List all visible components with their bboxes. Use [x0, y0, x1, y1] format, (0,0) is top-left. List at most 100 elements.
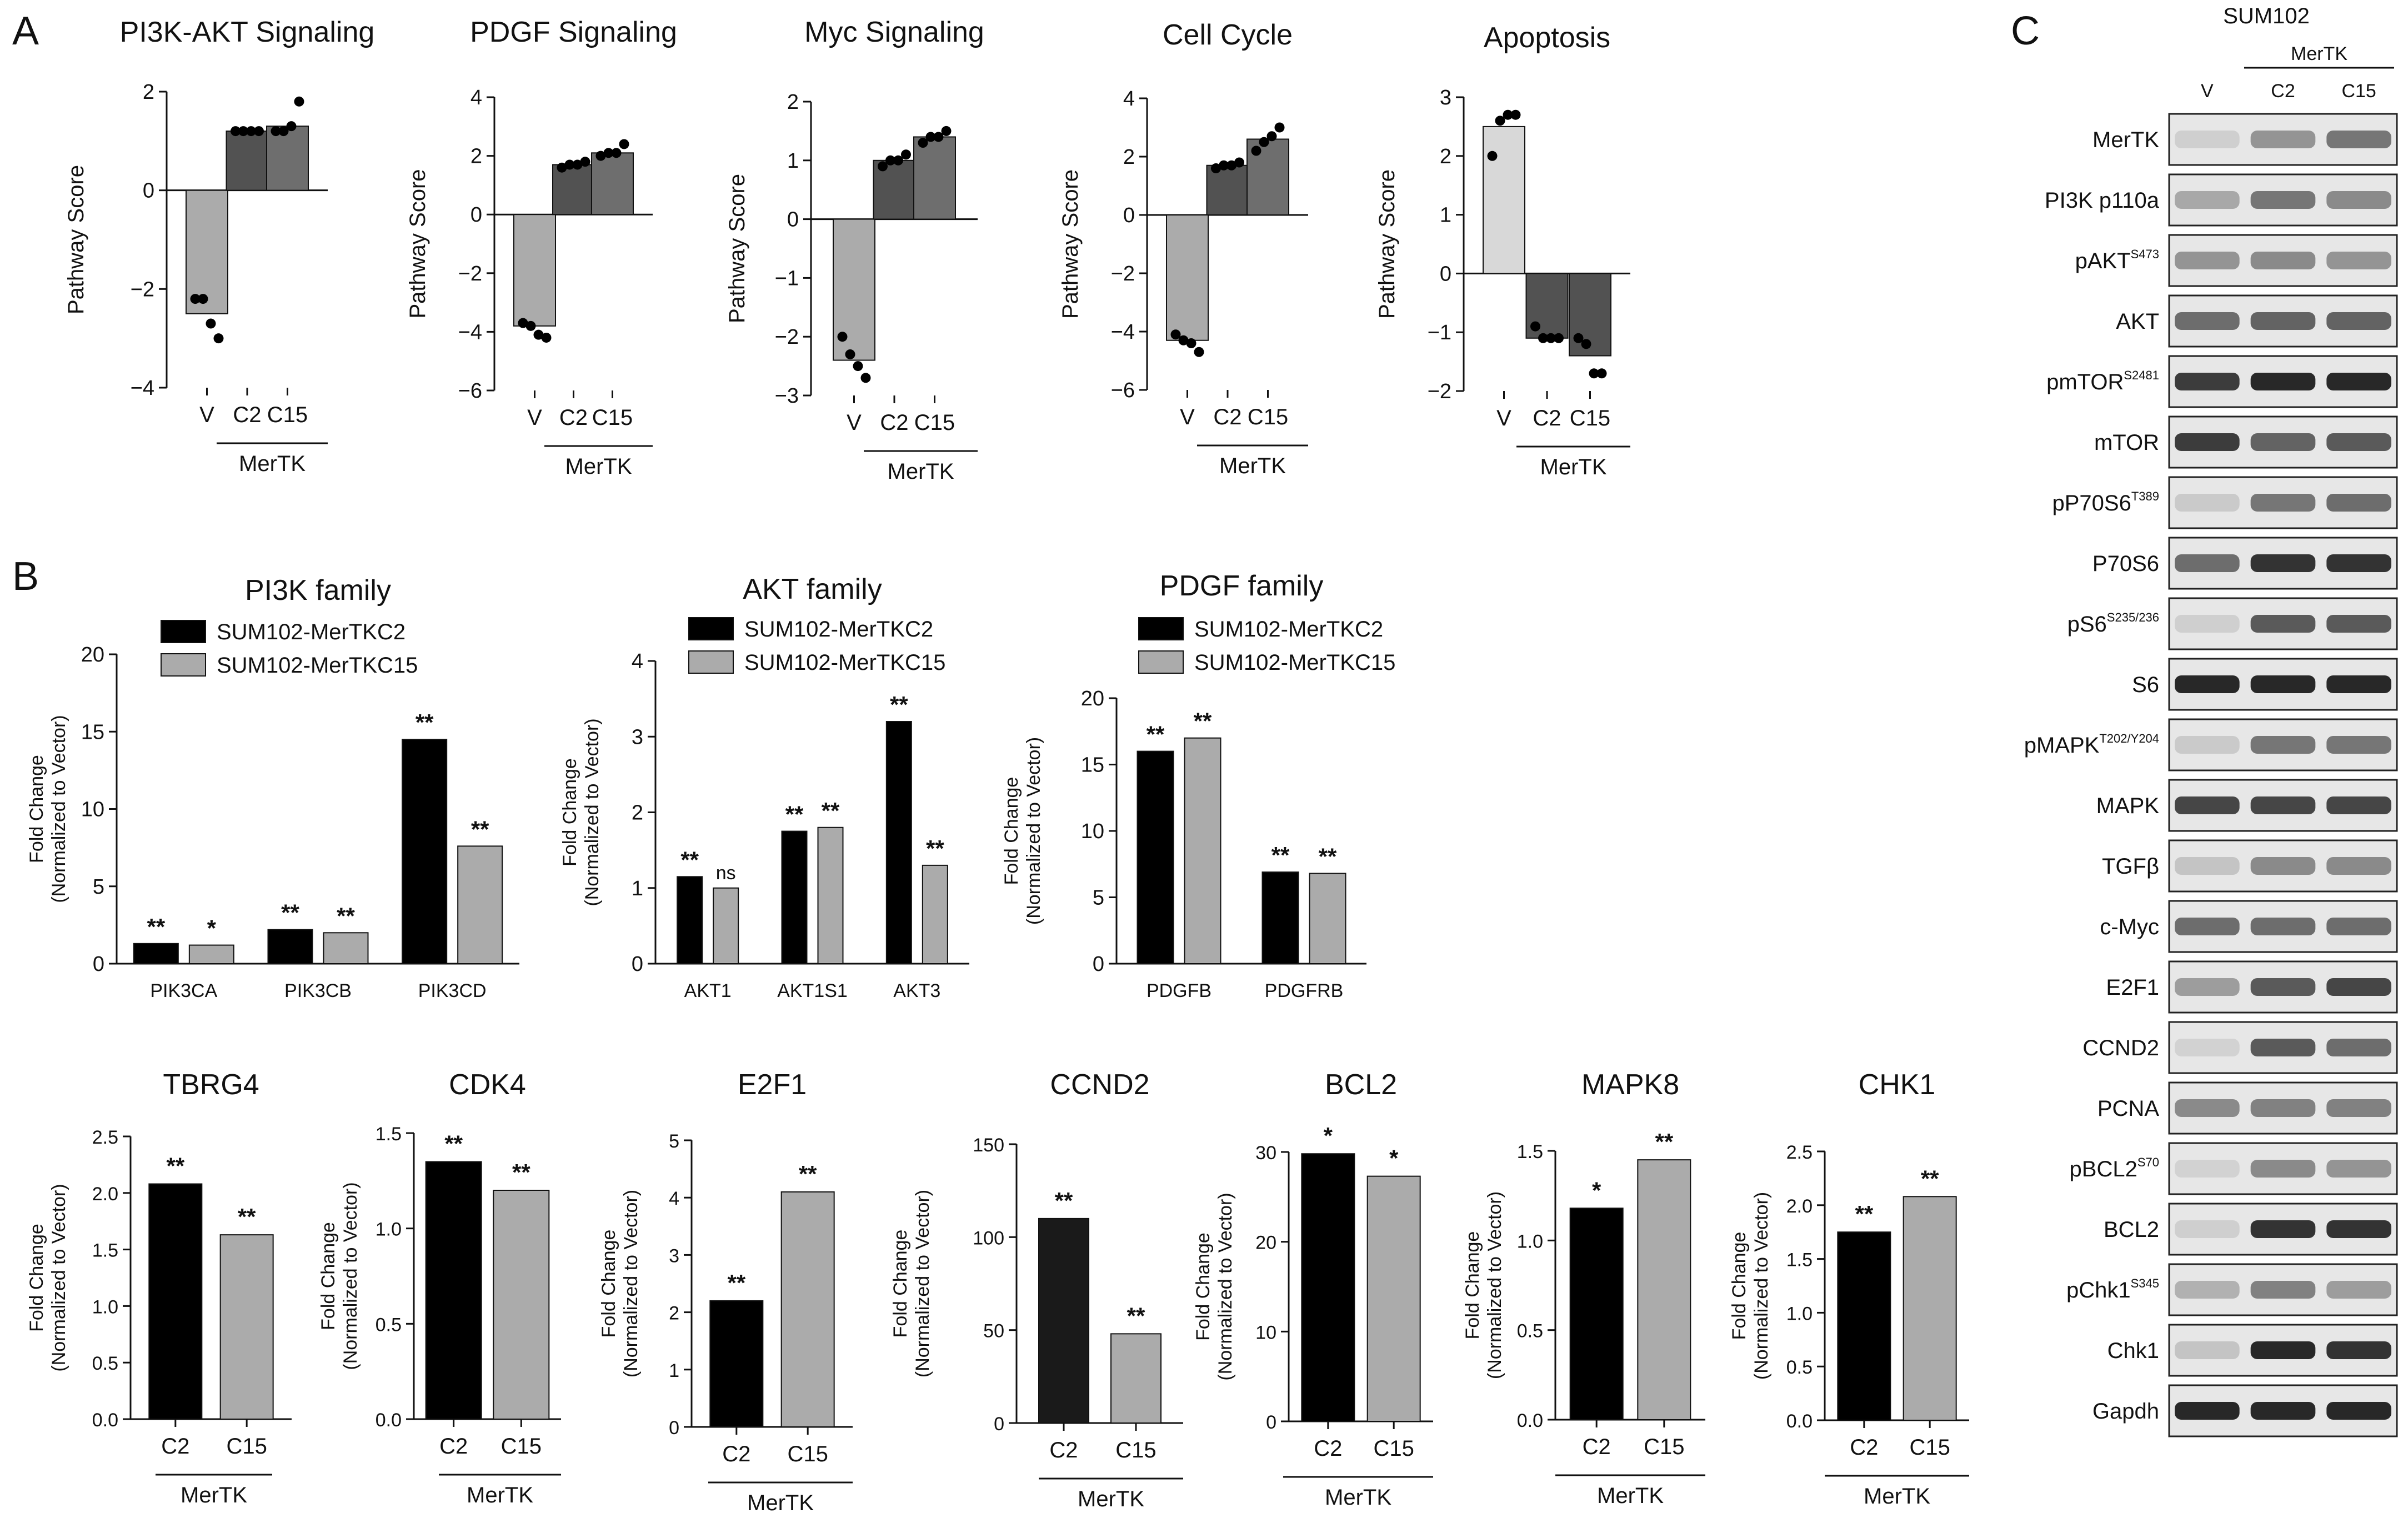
blot-row: pBCL2S70	[2070, 1142, 2398, 1195]
data-point	[238, 126, 248, 137]
bar	[1637, 1159, 1691, 1420]
data-point	[860, 373, 871, 383]
blot-row: E2F1	[2106, 960, 2398, 1014]
y-axis-title-line: (Normalized to Vector)	[1215, 1193, 1236, 1380]
y-axis-title-line: Pathway Score	[64, 165, 88, 314]
chart-b7: CCND2 150 100 50 0 Fold Change(Normalized to …	[890, 1069, 1183, 1511]
y-axis-title-line: Fold Change	[26, 755, 47, 863]
data-point	[190, 294, 201, 304]
data-point	[564, 159, 575, 170]
bar-data-label: **	[471, 816, 489, 842]
chart-b3: PDGF family 20 15 10 5 0 Fold Change(Normalize…	[1001, 570, 1395, 1001]
superscript: S345	[2131, 1276, 2159, 1290]
y-tick-label: 2	[1123, 146, 1135, 169]
chart-title: PDGF Signaling	[470, 16, 677, 48]
blot-label: pChk1S345	[2066, 1276, 2159, 1302]
y-axis-title-line: (Normalized to Vector)	[1023, 737, 1044, 925]
group-label: MerTK	[888, 459, 954, 484]
data-point	[611, 148, 622, 158]
panel-letter-c: C	[2011, 9, 2040, 53]
x-tick-label: C2	[1213, 405, 1241, 429]
y-tick-label: 0.0	[1786, 1411, 1813, 1432]
y-axis-title-line: (Normalized to Vector)	[48, 715, 69, 903]
bar	[1569, 1208, 1624, 1421]
band	[2175, 1341, 2240, 1359]
panel-letter-b: B	[12, 554, 39, 599]
data-point	[278, 126, 289, 137]
y-tick-label: 1	[1440, 204, 1451, 227]
x-tick-label: C15	[1248, 405, 1288, 429]
chart-b9: MAPK8 1.5 1.0 0.5 0.0 Fold Change(Normalized …	[1462, 1069, 1705, 1508]
band	[2175, 1220, 2240, 1238]
y-axis-title-line: Pathway Score	[1375, 169, 1399, 319]
legend-entry: SUM102-MerTKC15	[744, 650, 945, 675]
data-point	[1573, 333, 1584, 343]
y-tick-label: 2.5	[1786, 1142, 1813, 1163]
y-axis-title-line: Fold Change	[1462, 1231, 1483, 1340]
band	[2326, 1160, 2391, 1178]
data-point	[294, 96, 304, 107]
bar-data-label: **	[1271, 842, 1290, 868]
blot-row: AKT	[2116, 294, 2398, 348]
blot-row: CCND2	[2082, 1021, 2398, 1074]
blot-row: PCNA	[2097, 1081, 2398, 1135]
y-tick-label: 4	[669, 1188, 679, 1209]
y-tick-label: 2	[669, 1303, 679, 1324]
band	[2326, 1341, 2391, 1359]
bar-data-label: *	[1592, 1177, 1601, 1203]
x-tick-label: C2	[1049, 1438, 1078, 1462]
bar-data-label: **	[890, 692, 908, 718]
y-tick-label: 0	[1266, 1412, 1276, 1433]
data-point	[1538, 333, 1548, 343]
bar-data-label: ns	[716, 863, 736, 884]
band	[2175, 252, 2240, 269]
data-point	[206, 318, 216, 329]
legend-entry: SUM102-MerTKC2	[744, 617, 933, 642]
bar	[493, 1190, 550, 1420]
bar	[885, 721, 912, 964]
band	[2326, 373, 2391, 390]
bar	[425, 1161, 482, 1420]
legend-swatch	[1138, 617, 1184, 640]
group-label: MerTK	[2291, 43, 2347, 64]
data-point	[1259, 137, 1269, 147]
y-tick-label: 1.5	[92, 1240, 118, 1261]
band	[2175, 1039, 2240, 1056]
group-label: MerTK	[1078, 1487, 1144, 1511]
bar	[709, 1300, 764, 1427]
group-label: MerTK	[1540, 455, 1607, 479]
protein-name: Chk1	[2107, 1339, 2159, 1363]
y-tick-label: 1.0	[376, 1219, 402, 1240]
band	[2250, 736, 2316, 754]
chart-title: PI3K-AKT Signaling	[120, 16, 375, 48]
band	[2175, 857, 2240, 875]
y-tick-label: 4	[632, 650, 643, 673]
bar	[1261, 871, 1299, 964]
band	[2175, 373, 2240, 390]
y-tick-label: 1	[669, 1360, 679, 1381]
y-axis-title-line: Fold Change	[890, 1230, 911, 1338]
bar-data-label: **	[1655, 1129, 1673, 1155]
protein-name: pS6	[2067, 612, 2107, 637]
y-tick-label: −6	[458, 379, 482, 403]
x-tick-label: C15	[1115, 1438, 1156, 1462]
legend-swatch	[161, 620, 206, 643]
blot-label: pBCL2S70	[2070, 1155, 2159, 1181]
bar	[323, 932, 369, 965]
band	[2250, 1099, 2316, 1117]
data-point	[1596, 368, 1607, 379]
bar-data-label: **	[1055, 1188, 1073, 1214]
y-tick-label: −4	[1111, 320, 1135, 344]
blot-row: pAKTS473	[2075, 234, 2398, 287]
bar-data-label: **	[822, 798, 840, 824]
chart-title: Myc Signaling	[804, 16, 984, 48]
y-tick-label: 30	[1255, 1143, 1276, 1164]
x-tick-label: V	[847, 410, 862, 435]
data-point	[619, 139, 629, 149]
blot-row: pP70S6T389	[2052, 476, 2398, 529]
blot-label: BCL2	[2104, 1218, 2159, 1242]
x-tick-label: C15	[1644, 1435, 1684, 1459]
y-tick-label: 0	[470, 203, 482, 227]
y-tick-label: 3	[669, 1245, 679, 1266]
superscript: S70	[2137, 1155, 2159, 1169]
